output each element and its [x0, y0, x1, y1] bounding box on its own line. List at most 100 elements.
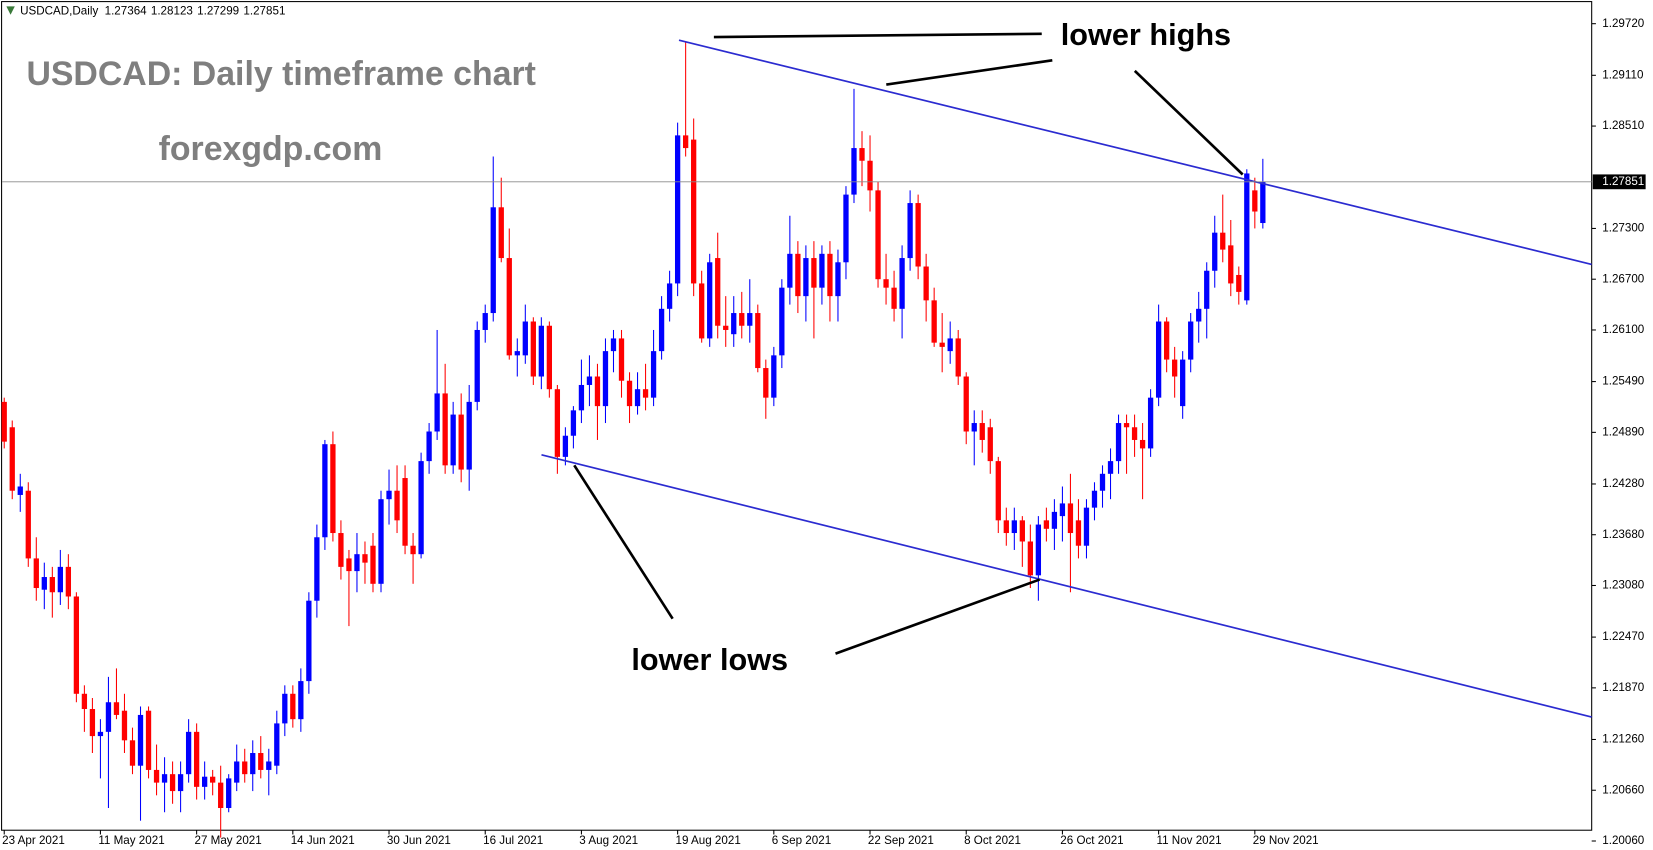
candle-body — [995, 461, 1001, 521]
upper-trend-line — [678, 39, 1592, 266]
candle-body — [803, 258, 809, 297]
candle-body — [1003, 520, 1009, 534]
candle-body — [634, 389, 641, 407]
candle-body — [578, 384, 585, 411]
candle-body — [907, 203, 913, 259]
candle-body — [1180, 359, 1186, 407]
candle-body — [1035, 524, 1042, 576]
candle-body — [530, 321, 536, 377]
candle-body — [1260, 181, 1266, 224]
candle-body — [1204, 270, 1210, 309]
header-close: 1.27851 — [243, 5, 285, 18]
pointer-line — [1133, 69, 1244, 176]
candle-body — [923, 266, 929, 301]
symbol-icon — [6, 6, 15, 15]
watermark-site: forexgdp.com — [159, 130, 383, 168]
candle-body — [41, 577, 47, 590]
candle-body — [819, 253, 825, 288]
candle-body — [193, 731, 200, 787]
header-low: 1.27299 — [197, 5, 239, 18]
current-price-label: 1.27851 — [1602, 175, 1644, 188]
x-tick-label: 14 Jun 2021 — [291, 834, 355, 847]
y-tick-label: 1.29110 — [1602, 68, 1644, 81]
candle-body — [723, 325, 729, 330]
candle-body — [418, 461, 424, 555]
candle-body — [1091, 490, 1098, 508]
candle-body — [81, 693, 88, 710]
candle-body — [1019, 520, 1025, 542]
candle-body — [1172, 359, 1178, 377]
candle-body — [747, 313, 753, 326]
candle-body — [859, 148, 865, 161]
candle-body — [715, 258, 721, 326]
candle-body — [731, 313, 737, 335]
y-tick-label: 1.27300 — [1602, 222, 1645, 235]
candle-body — [402, 478, 408, 546]
x-tick-label: 29 Nov 2021 — [1253, 834, 1319, 847]
candle-body — [33, 558, 39, 589]
candle-body — [242, 761, 248, 775]
candle-body — [1123, 423, 1130, 428]
candle-body — [771, 355, 777, 398]
candle-body — [274, 723, 280, 766]
candle-body — [554, 389, 561, 457]
chart-header: USDCAD,Daily 1.27364 1.28123 1.27299 1.27851 — [20, 5, 285, 18]
candle-body — [185, 731, 192, 775]
candle-body — [755, 313, 761, 369]
candle-body — [161, 774, 168, 783]
pointer-line — [713, 32, 1042, 39]
candle-body — [450, 414, 456, 466]
header-high: 1.28123 — [151, 5, 193, 18]
x-tick-label: 22 Sep 2021 — [868, 834, 934, 847]
candle-body — [1236, 274, 1242, 292]
candle-body — [362, 554, 368, 563]
candle-body — [811, 258, 817, 288]
candle-body — [89, 709, 96, 737]
candle-body — [346, 558, 352, 572]
y-tick-label: 1.21260 — [1602, 733, 1645, 746]
candle-body — [498, 207, 504, 259]
y-tick-label: 1.28510 — [1602, 119, 1645, 132]
candle-body — [979, 423, 985, 440]
candle-body — [290, 693, 296, 720]
candle-body — [113, 702, 120, 715]
x-tick-label: 26 Oct 2021 — [1060, 834, 1123, 847]
candle-body — [153, 769, 160, 783]
candle-body — [642, 389, 649, 398]
current-price-box — [1592, 174, 1646, 190]
candle-body — [883, 279, 889, 288]
candle-body — [1027, 541, 1034, 576]
candle-body — [1011, 520, 1017, 534]
candle-body — [234, 761, 240, 783]
candle-body — [1252, 190, 1258, 212]
candle-body — [338, 533, 344, 567]
candle-body — [971, 423, 977, 432]
candle-body — [386, 490, 392, 500]
x-tick-label: 27 May 2021 — [195, 834, 262, 847]
candle-body — [202, 776, 208, 787]
pointer-line — [573, 464, 674, 620]
candle-body — [538, 325, 544, 377]
candle-body — [17, 486, 23, 495]
candle-body — [522, 321, 528, 356]
candle-body — [867, 160, 873, 191]
candle-body — [843, 194, 849, 263]
candle-body — [250, 753, 256, 775]
candle-body — [891, 287, 897, 309]
candle-body — [145, 710, 152, 770]
candle-body — [570, 410, 577, 436]
candle-body — [915, 203, 921, 267]
candle-body — [514, 351, 520, 356]
pointer-line — [835, 578, 1041, 655]
candle-body — [666, 283, 673, 309]
y-tick-label: 1.23080 — [1602, 579, 1645, 592]
candle-body — [226, 778, 232, 809]
candle-body — [1244, 173, 1250, 301]
candle-body — [682, 135, 689, 149]
candle-body — [1139, 439, 1146, 449]
x-tick-label: 6 Sep 2021 — [772, 834, 831, 847]
candle-body — [899, 258, 905, 309]
candle-body — [963, 376, 969, 432]
